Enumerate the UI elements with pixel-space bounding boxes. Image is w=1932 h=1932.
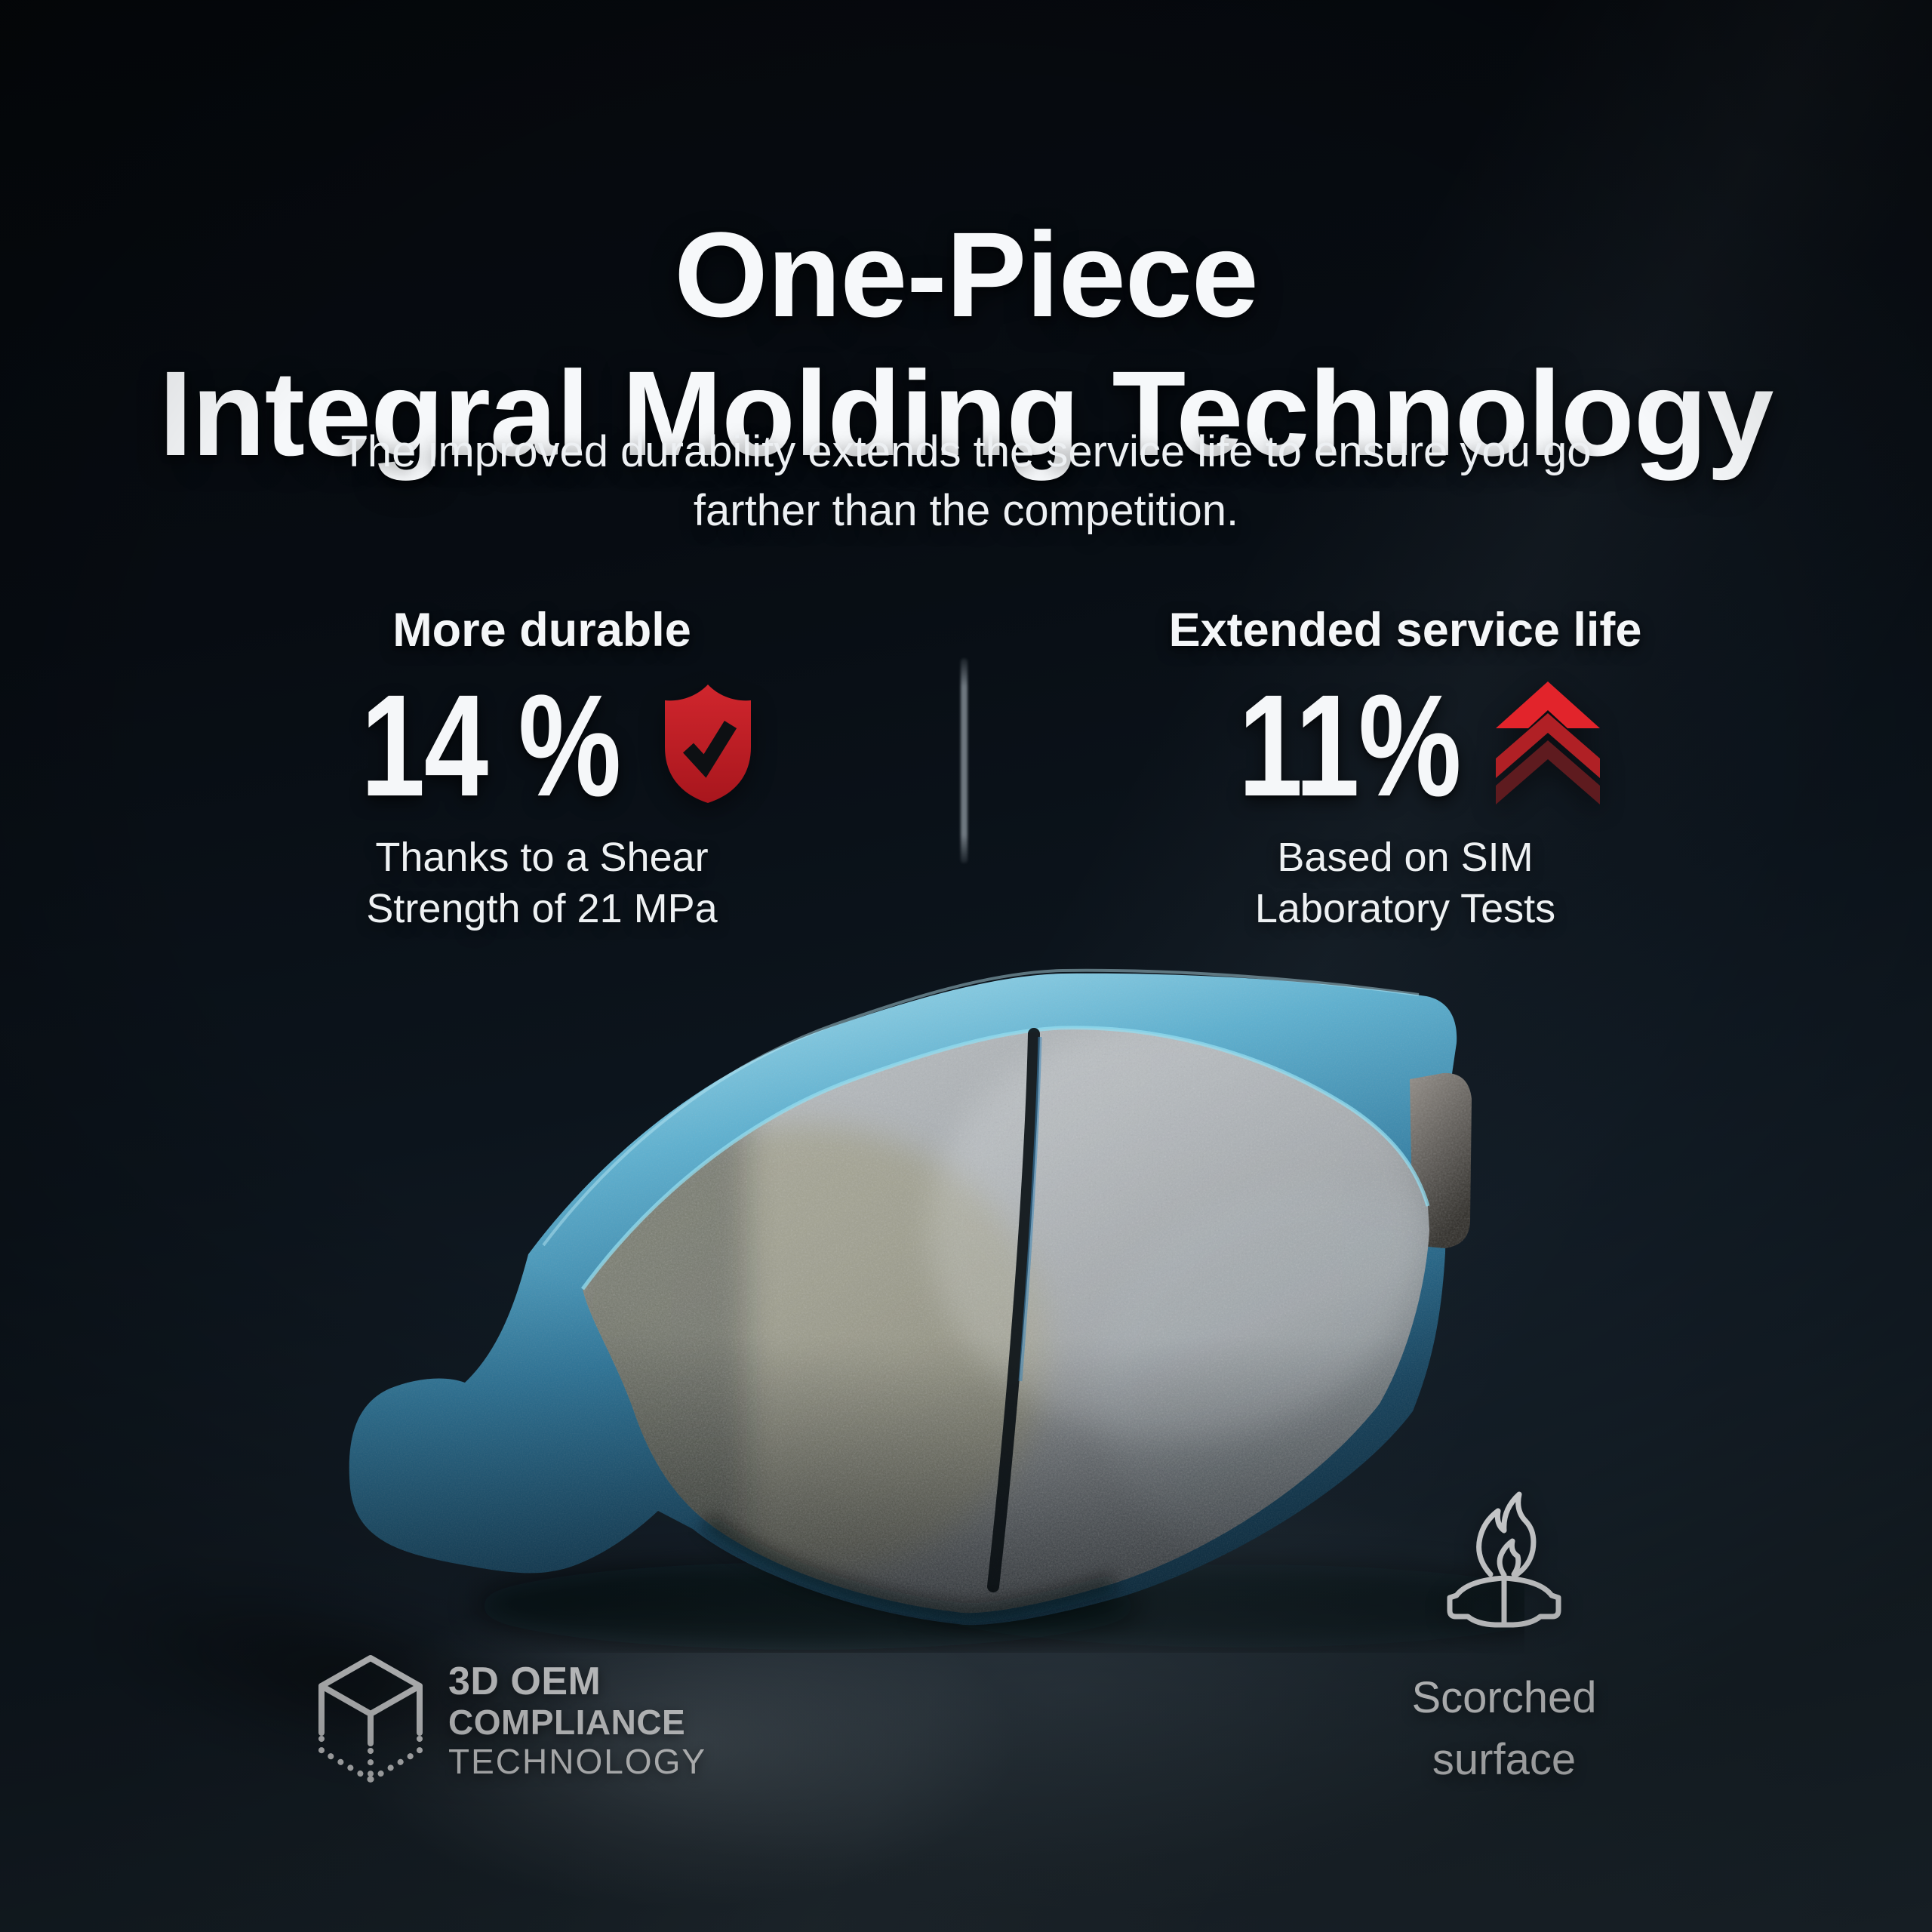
compliance-line2: COMPLIANCE: [448, 1703, 686, 1742]
shield-check-icon: [660, 681, 755, 810]
triple-chevron-up-icon: [1495, 681, 1600, 809]
stat-value-row: 14 %: [293, 664, 791, 826]
stat-value: 11%: [1238, 663, 1462, 826]
stat-extended-service-life: Extended service life 11% Based on SIM L…: [1156, 604, 1654, 934]
stat-heading: Extended service life: [1168, 604, 1642, 657]
stats-divider: [961, 658, 968, 863]
pad-bottom-edge-shade: [700, 1513, 1117, 1623]
compliance-badge-text: 3D OEM COMPLIANCE TECHNOLOGY: [448, 1660, 706, 1781]
scorched-line2: surface: [1432, 1735, 1577, 1784]
wireframe-cube-icon: [315, 1654, 426, 1791]
compliance-badge: 3D OEM COMPLIANCE TECHNOLOGY: [315, 1654, 706, 1791]
flame-brake-pad-icon: [1442, 1484, 1566, 1635]
scorched-badge-text: Scorched surface: [1372, 1667, 1636, 1791]
scorched-surface-badge: Scorched surface: [1372, 1484, 1636, 1791]
stat-heading: More durable: [392, 604, 691, 657]
center-groove: [987, 1028, 1042, 1592]
stat-description-line2: Laboratory Tests: [1254, 886, 1556, 931]
page-title-line1: One-Piece: [674, 207, 1259, 343]
stat-value: 14 %: [361, 663, 621, 826]
brake-pad-render: [349, 968, 1524, 1650]
stat-description-line1: Based on SIM: [1277, 835, 1534, 880]
page-subtitle-line2: farther than the competition.: [693, 486, 1239, 535]
scorched-line1: Scorched: [1411, 1673, 1597, 1722]
stat-description: Thanks to a Shear Strength of 21 MPa: [293, 832, 791, 934]
stat-value-row: 11%: [1156, 664, 1654, 826]
stat-more-durable: More durable 14 % Thanks to a Shear: [293, 604, 791, 934]
page-title-line2: Integral Molding Technology: [158, 346, 1774, 481]
page-title: One-Piece Integral Molding Technology: [0, 205, 1932, 483]
stat-description-line2: Strength of 21 MPa: [366, 886, 718, 931]
compliance-line3: TECHNOLOGY: [448, 1742, 707, 1781]
compliance-line1: 3D OEM: [448, 1660, 601, 1703]
stat-description-line1: Thanks to a Shear: [375, 835, 709, 880]
page-subtitle: The improved durability extends the serv…: [0, 423, 1932, 540]
stat-description: Based on SIM Laboratory Tests: [1156, 832, 1654, 934]
page-subtitle-line1: The improved durability extends the serv…: [340, 427, 1592, 476]
